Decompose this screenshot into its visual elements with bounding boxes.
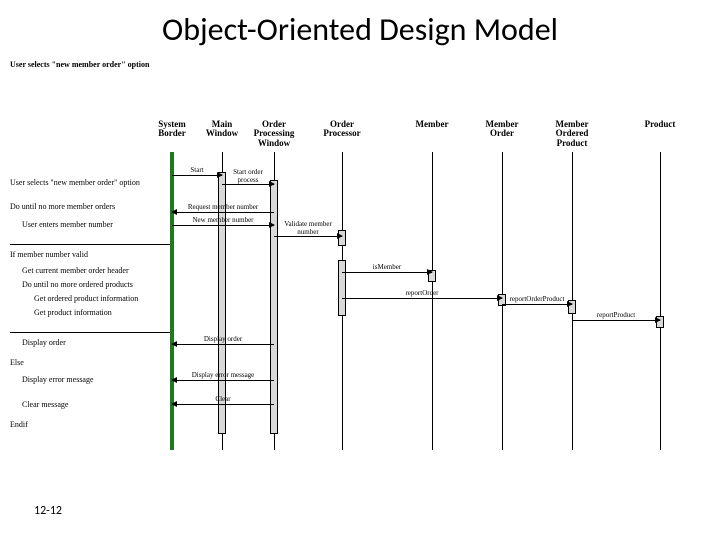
pseudocode-line: Get ordered product information — [34, 294, 138, 303]
message-label: Display error message — [192, 371, 255, 379]
lifeline — [432, 152, 433, 450]
activation-box — [270, 180, 278, 434]
message-label: Start orderprocess — [233, 168, 263, 184]
slide: Object-Oriented Design Model User select… — [0, 0, 720, 540]
lifeline — [660, 152, 661, 450]
column-header: OrderProcessingWindow — [244, 120, 304, 148]
message-arrow — [172, 380, 274, 381]
sequence-diagram: User selects "new member order" option S… — [10, 60, 710, 480]
pseudocode-line: Get product information — [34, 308, 112, 317]
section-divider — [10, 244, 170, 245]
diagram-caption: User selects "new member order" option — [10, 60, 149, 69]
pseudocode-line: User selects "new member order" option — [10, 178, 140, 187]
message-label: reportOrder — [405, 289, 438, 297]
message-arrow — [502, 304, 572, 305]
message-arrow — [172, 404, 274, 405]
message-label: reportProduct — [597, 311, 636, 319]
pseudocode-line: Else — [10, 358, 24, 367]
pseudocode-line: Do until no more member orders — [10, 202, 115, 211]
pseudocode-line: User enters member number — [22, 220, 113, 229]
pseudocode-line: Clear message — [22, 400, 68, 409]
column-header: Member — [402, 120, 462, 129]
message-arrow — [342, 298, 502, 299]
message-arrow — [172, 212, 274, 213]
pseudocode-line: Do until no more ordered products — [22, 280, 133, 289]
message-arrow — [572, 320, 660, 321]
pseudocode-line: Get current member order header — [22, 266, 129, 275]
column-header: OrderProcessor — [312, 120, 372, 139]
message-arrow — [172, 344, 274, 345]
pseudocode-line: Display error message — [22, 375, 94, 384]
message-label: New member number — [192, 216, 253, 224]
message-arrow — [222, 184, 274, 185]
message-arrow — [274, 236, 342, 237]
message-label: isMember — [373, 263, 401, 271]
message-arrow — [172, 225, 274, 226]
column-header: MemberOrderedProduct — [542, 120, 602, 148]
activation-box — [338, 260, 346, 316]
section-divider — [10, 332, 170, 333]
message-arrow — [342, 272, 432, 273]
message-label: Display order — [204, 335, 242, 343]
slide-title: Object-Oriented Design Model — [0, 10, 720, 49]
pseudocode-line: Endif — [10, 420, 28, 429]
message-arrow — [172, 175, 222, 176]
column-header: MemberOrder — [472, 120, 532, 139]
message-label: Request member number — [188, 203, 258, 211]
page-number: 12-12 — [34, 504, 62, 518]
message-label: Start — [190, 166, 203, 174]
column-header: MainWindow — [192, 120, 252, 139]
column-header: Product — [630, 120, 690, 129]
message-label: Validate membernumber — [284, 220, 332, 236]
message-label: reportOrderProduct — [510, 295, 565, 303]
pseudocode-line: If member number valid — [10, 250, 88, 259]
message-label: Clear — [215, 395, 230, 403]
pseudocode-line: Display order — [22, 338, 66, 347]
